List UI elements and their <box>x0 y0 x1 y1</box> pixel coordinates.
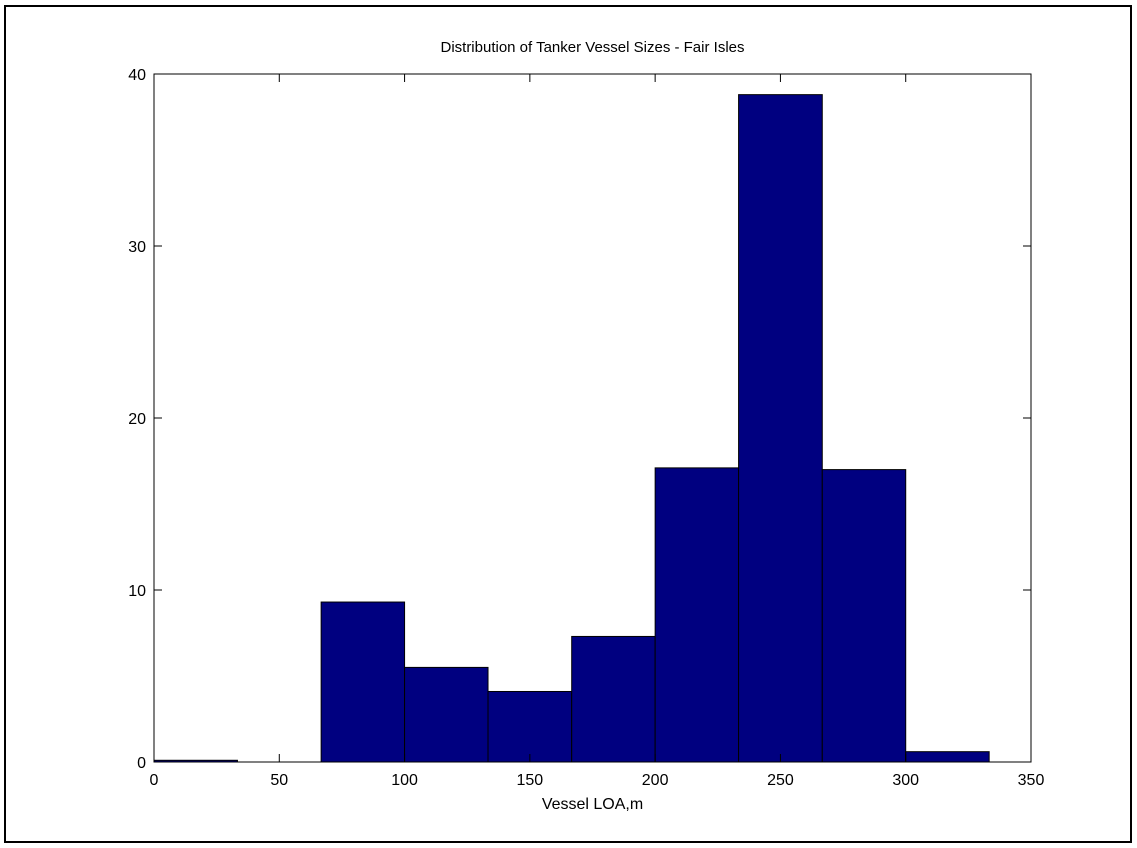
histogram-bar <box>906 752 989 762</box>
x-tick-label: 50 <box>270 772 288 789</box>
histogram-bar <box>572 636 655 762</box>
x-axis-title: Vessel LOA,m <box>542 796 643 813</box>
x-tick-label: 0 <box>150 772 159 789</box>
histogram-bar <box>655 468 738 762</box>
x-tick-label: 300 <box>892 772 919 789</box>
x-tick-label: 350 <box>1018 772 1045 789</box>
y-tick-label: 20 <box>128 411 146 428</box>
bars-group <box>154 95 989 762</box>
y-tick-label: 30 <box>128 239 146 256</box>
y-tick-label: 40 <box>128 67 146 84</box>
x-tick-label: 150 <box>517 772 544 789</box>
histogram-bar <box>405 667 488 762</box>
x-tick-label: 200 <box>642 772 669 789</box>
chart-title: Distribution of Tanker Vessel Sizes - Fa… <box>440 39 744 56</box>
y-tick-label: 10 <box>128 583 146 600</box>
histogram-bar <box>488 691 572 762</box>
x-tick-label: 250 <box>767 772 794 789</box>
x-tick-label: 100 <box>391 772 418 789</box>
histogram-bar <box>739 95 823 762</box>
histogram-bar <box>321 602 404 762</box>
histogram-bar <box>822 470 905 762</box>
y-tick-label: 0 <box>137 755 146 772</box>
